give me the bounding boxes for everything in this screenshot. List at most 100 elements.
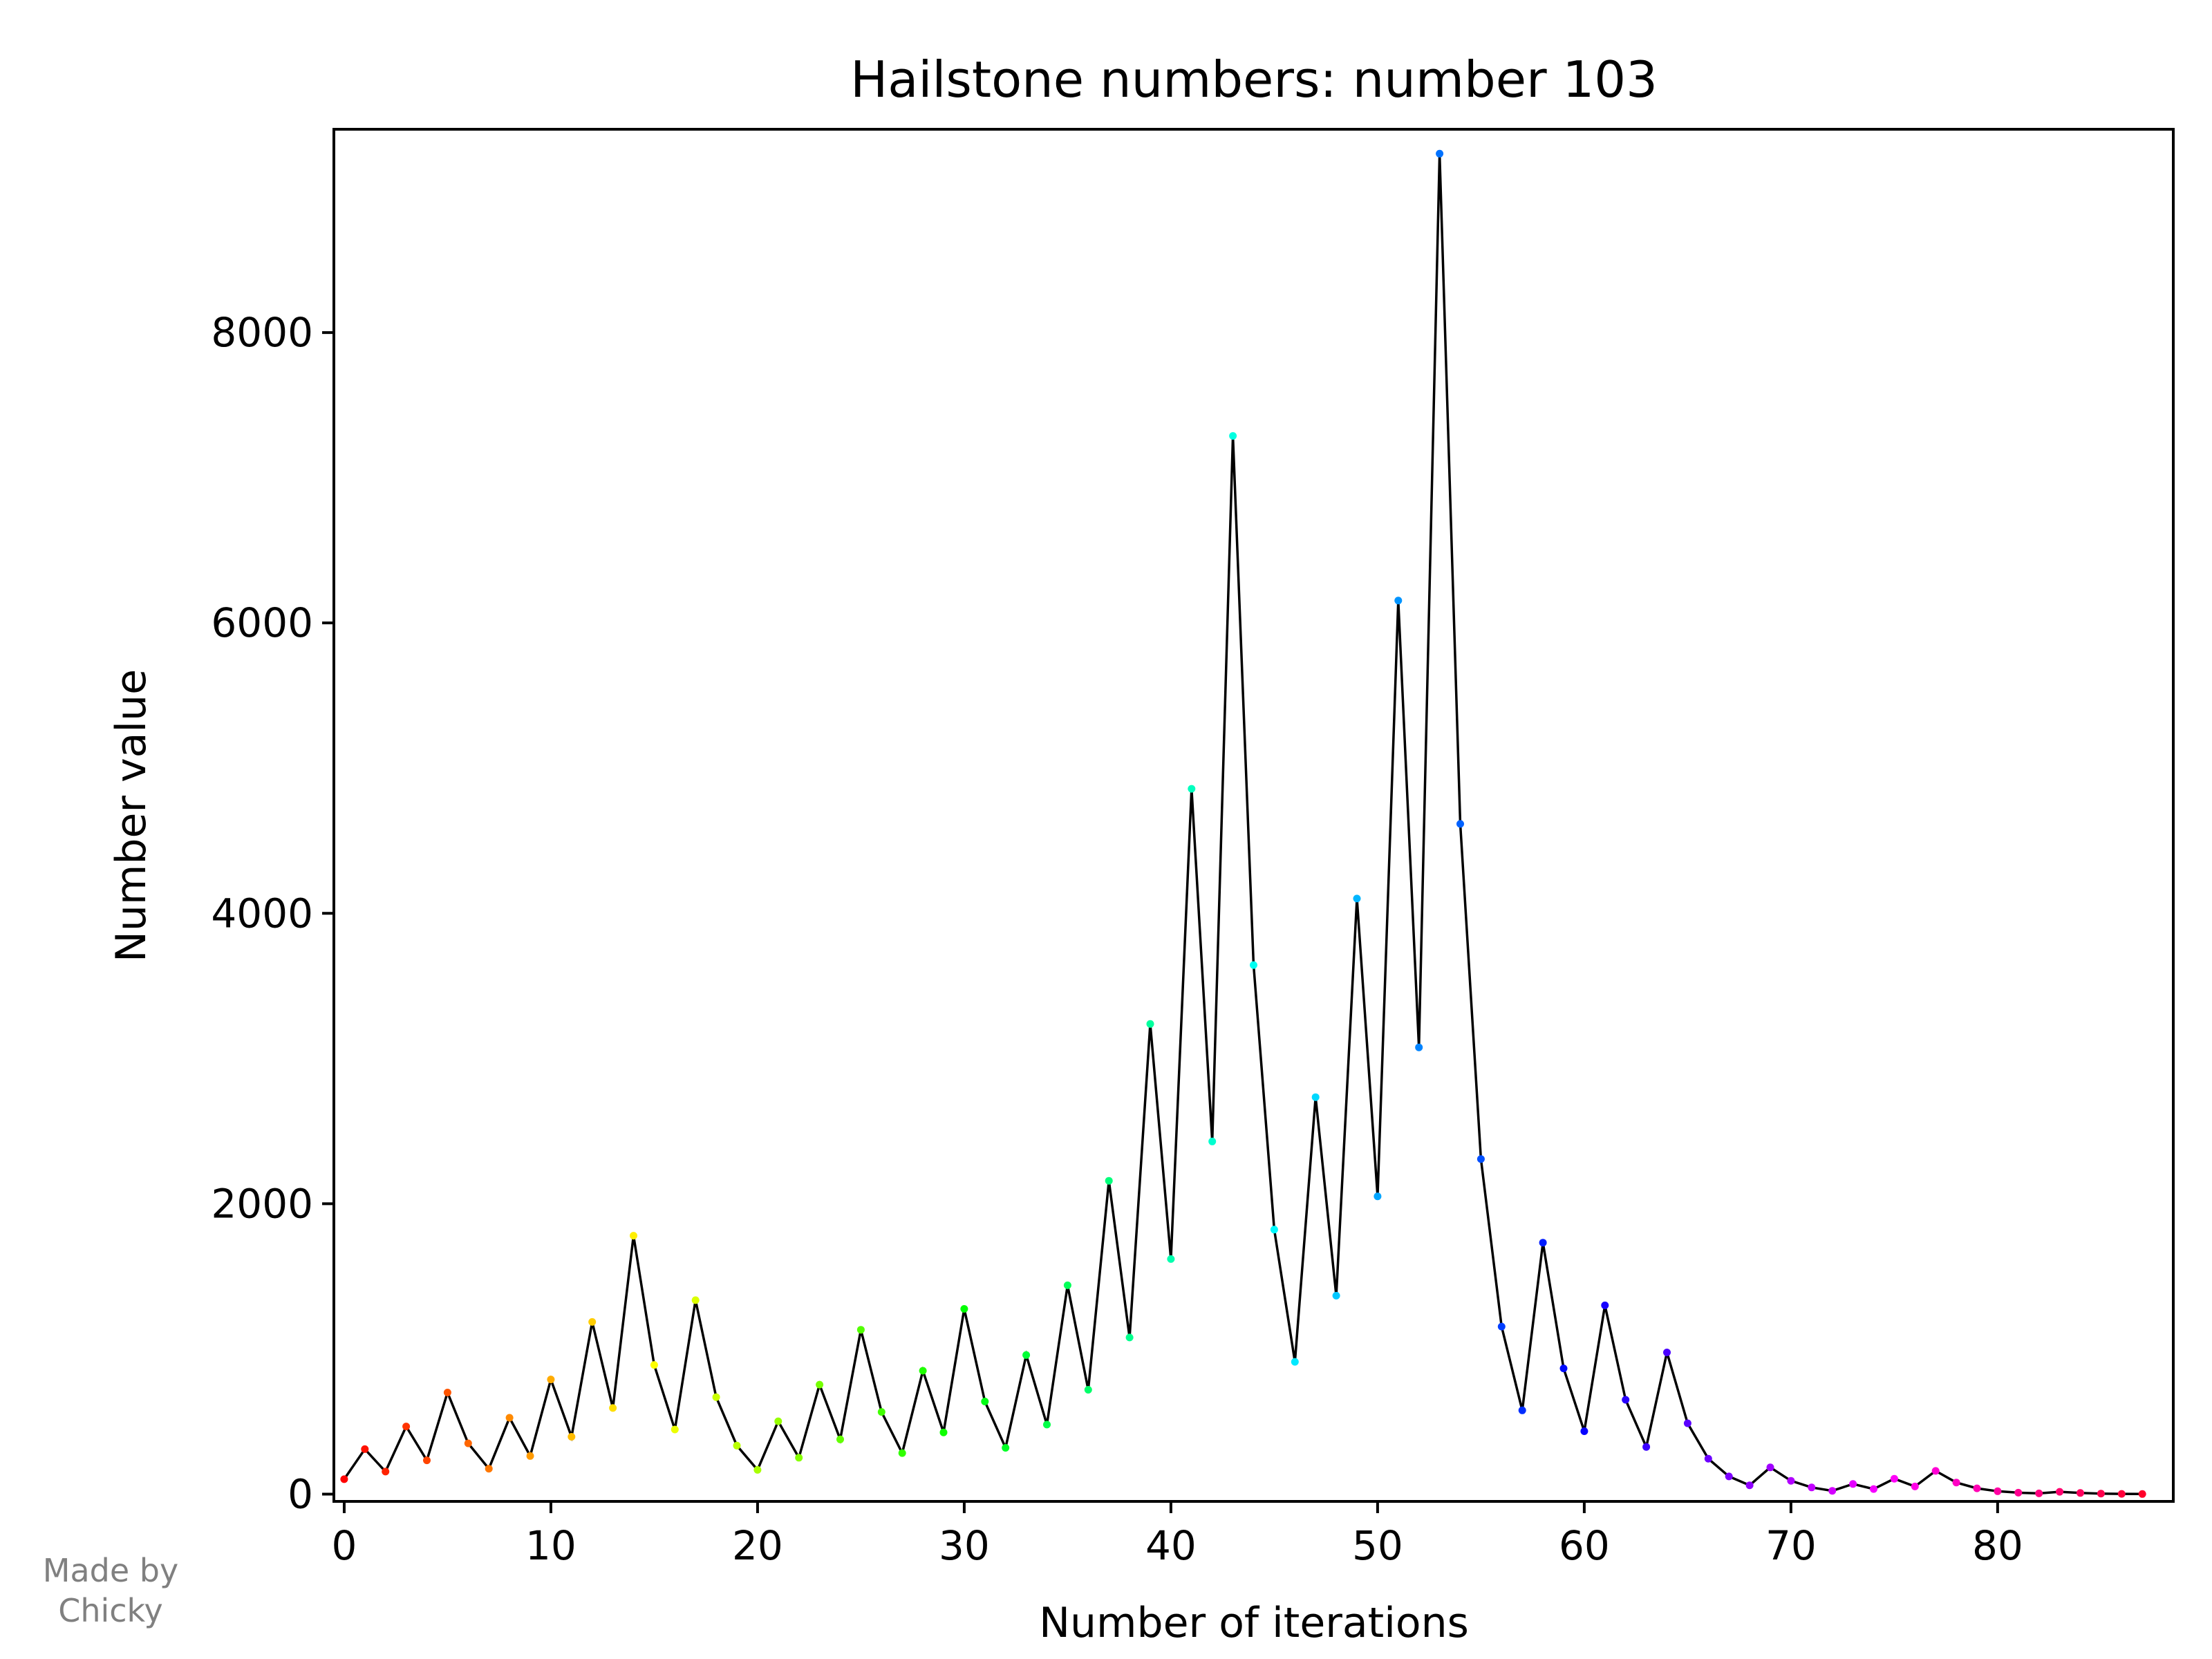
data-point — [464, 1439, 472, 1447]
data-point — [1642, 1443, 1651, 1451]
x-tick-label: 40 — [1145, 1522, 1197, 1569]
data-point — [382, 1468, 390, 1476]
data-point — [1208, 1137, 1217, 1145]
data-point — [877, 1408, 885, 1416]
data-point — [1683, 1419, 1691, 1427]
data-point — [402, 1423, 411, 1431]
data-point — [1766, 1463, 1774, 1472]
data-point — [568, 1433, 576, 1441]
data-point — [609, 1404, 617, 1412]
data-point — [1994, 1487, 2002, 1495]
y-tick-label: 6000 — [211, 599, 313, 646]
data-point — [733, 1441, 741, 1450]
data-point — [1539, 1239, 1547, 1247]
credit-line-1: Made by — [43, 1552, 178, 1589]
data-point — [1870, 1485, 1877, 1493]
plot-frame — [332, 128, 2175, 1503]
data-point — [1849, 1480, 1857, 1488]
y-tick-label: 2000 — [211, 1180, 313, 1227]
x-tick-label: 0 — [331, 1522, 357, 1569]
data-point — [1828, 1487, 1837, 1495]
data-point — [2138, 1490, 2146, 1498]
x-tick-label: 10 — [525, 1522, 577, 1569]
data-point — [1559, 1365, 1568, 1373]
data-point — [1725, 1472, 1733, 1481]
data-point — [1518, 1406, 1526, 1414]
data-point — [1084, 1386, 1092, 1394]
data-point — [1436, 149, 1444, 158]
x-axis: 0 10 20 30 40 50 60 70 80 — [331, 1501, 2023, 1569]
data-point — [712, 1393, 720, 1401]
data-point — [2035, 1489, 2043, 1497]
x-tick-label: 30 — [939, 1522, 990, 1569]
data-point — [526, 1452, 534, 1460]
data-point — [485, 1465, 493, 1473]
data-point — [1477, 1155, 1485, 1163]
data-point — [1931, 1467, 1940, 1475]
x-tick-label: 60 — [1559, 1522, 1610, 1569]
data-point — [939, 1428, 948, 1436]
data-point — [919, 1367, 927, 1375]
y-axis-label: Number value — [107, 669, 156, 962]
data-point — [898, 1449, 906, 1457]
data-point — [340, 1475, 348, 1483]
data-point — [1311, 1093, 1320, 1101]
data-point — [1167, 1255, 1175, 1263]
x-axis-label: Number of iterations — [1039, 1599, 1469, 1647]
data-point — [1394, 597, 1403, 605]
data-point — [1332, 1291, 1340, 1300]
data-point — [443, 1389, 451, 1396]
data-point — [816, 1380, 824, 1389]
x-tick-label: 70 — [1765, 1522, 1817, 1569]
data-point — [1188, 785, 1196, 793]
data-point — [1415, 1043, 1423, 1051]
x-tick-label: 50 — [1352, 1522, 1403, 1569]
data-point — [1022, 1351, 1031, 1359]
data-point — [2097, 1490, 2105, 1498]
data-point — [547, 1376, 555, 1384]
data-point — [1125, 1333, 1134, 1342]
data-point — [423, 1456, 431, 1465]
data-point — [1952, 1479, 1960, 1487]
data-point — [1704, 1454, 1712, 1463]
data-point — [588, 1318, 597, 1326]
data-point — [1043, 1421, 1051, 1429]
data-point — [1787, 1477, 1795, 1485]
series-line — [343, 153, 2143, 1496]
plot-area — [340, 149, 2146, 1498]
data-point — [795, 1454, 803, 1462]
data-point — [1890, 1474, 1898, 1483]
data-point — [774, 1417, 782, 1425]
data-point — [2077, 1489, 2084, 1497]
data-point — [361, 1445, 369, 1453]
x-tick-label: 80 — [1972, 1522, 2023, 1569]
data-point — [1973, 1484, 1981, 1492]
data-point — [1353, 894, 1361, 903]
x-tick-label: 20 — [732, 1522, 783, 1569]
data-point — [1250, 961, 1257, 969]
data-point — [630, 1232, 637, 1240]
data-point — [836, 1435, 844, 1443]
data-point — [856, 1326, 865, 1334]
data-point — [753, 1465, 762, 1474]
data-point — [650, 1361, 658, 1369]
data-point — [1002, 1444, 1010, 1452]
y-tick-label: 8000 — [211, 309, 313, 356]
data-point — [1456, 820, 1464, 828]
data-point — [1745, 1481, 1754, 1490]
chart-title: Hailstone numbers: number 103 — [850, 50, 1658, 109]
y-tick-label: 0 — [288, 1470, 313, 1517]
data-point — [1580, 1427, 1588, 1435]
data-point — [1601, 1301, 1609, 1309]
data-point — [2056, 1488, 2064, 1496]
data-point — [1622, 1396, 1630, 1404]
data-point — [1063, 1281, 1071, 1289]
y-tick-label: 4000 — [211, 890, 313, 937]
data-point — [1374, 1192, 1382, 1201]
data-point — [1291, 1358, 1299, 1366]
data-point — [960, 1305, 968, 1313]
data-point — [1497, 1322, 1506, 1331]
data-point — [691, 1296, 700, 1304]
